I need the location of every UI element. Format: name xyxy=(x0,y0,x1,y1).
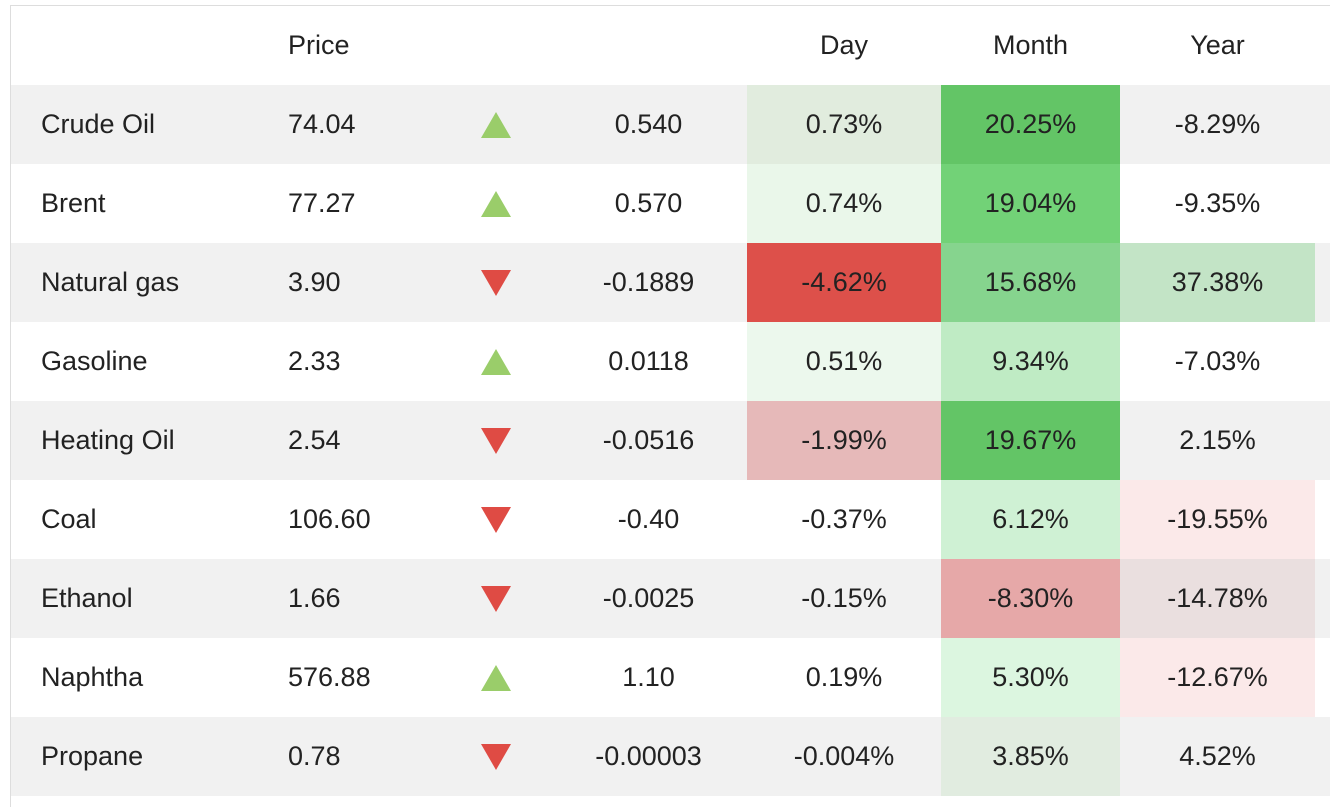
day-change-cell: 0.73% xyxy=(747,85,941,164)
day-change-cell: -4.62% xyxy=(747,243,941,322)
table-row[interactable]: Natural gas 3.90 -0.1889 -4.62% 15.68% 37.38% xyxy=(11,243,1330,323)
arrow-up-icon xyxy=(481,190,511,217)
year-change-cell: -8.29% xyxy=(1174,109,1261,139)
month-change-cell: 9.34% xyxy=(941,322,1120,401)
arrow-down-icon xyxy=(481,585,511,612)
header-price[interactable]: Price xyxy=(288,30,350,60)
commodity-name-link[interactable]: Gasoline xyxy=(41,346,148,376)
direction-cell xyxy=(451,322,541,401)
arrow-up-icon xyxy=(481,664,511,691)
price-value: 0.78 xyxy=(288,741,341,771)
commodity-name-link[interactable]: Naphtha xyxy=(41,662,144,692)
change-value: 1.10 xyxy=(622,662,675,692)
month-change-cell: 3.85% xyxy=(941,717,1120,796)
year-change-cell: 4.52% xyxy=(1179,741,1256,771)
commodity-name-link[interactable]: Coal xyxy=(41,504,97,534)
month-change-cell: 20.25% xyxy=(941,85,1120,164)
change-value: -0.00003 xyxy=(595,741,702,771)
price-value: 2.33 xyxy=(288,346,341,376)
month-change-cell: 5.30% xyxy=(941,638,1120,717)
table-row[interactable]: Naphtha 576.88 1.10 0.19% 5.30% -12.67% xyxy=(11,638,1330,718)
commodity-name-link[interactable]: Ethanol xyxy=(41,583,133,613)
direction-cell xyxy=(451,559,541,638)
direction-cell xyxy=(451,85,541,164)
price-value: 1.66 xyxy=(288,583,341,613)
day-change-cell: -1.99% xyxy=(747,401,941,480)
year-change-cell: 37.38% xyxy=(1120,243,1315,322)
table-row[interactable]: Brent 77.27 0.570 0.74% 19.04% -9.35% xyxy=(11,164,1330,244)
month-change-cell: 19.67% xyxy=(941,401,1120,480)
price-value: 576.88 xyxy=(288,662,371,692)
change-value: -0.40 xyxy=(617,504,680,534)
arrow-down-icon xyxy=(481,269,511,296)
direction-cell xyxy=(451,638,541,717)
direction-cell xyxy=(451,164,541,243)
commodities-table: Price Day Month Year Crude Oil 74.04 0.540… xyxy=(10,5,1330,807)
change-value: 0.570 xyxy=(614,188,683,218)
change-value: 0.540 xyxy=(614,109,683,139)
header-day[interactable]: Day xyxy=(819,30,868,60)
header-year[interactable]: Year xyxy=(1190,30,1245,60)
arrow-up-icon xyxy=(481,111,511,138)
arrow-down-icon xyxy=(481,506,511,533)
table-row[interactable]: Heating Oil 2.54 -0.0516 -1.99% 19.67% 2.15% xyxy=(11,401,1330,481)
arrow-down-icon xyxy=(481,427,511,454)
change-value: -0.1889 xyxy=(602,267,695,297)
change-value: -0.0516 xyxy=(602,425,695,455)
day-change-cell: -0.15% xyxy=(801,583,887,613)
commodity-name-link[interactable]: Natural gas xyxy=(41,267,180,297)
year-change-cell: -19.55% xyxy=(1120,480,1315,559)
commodity-name-link[interactable]: Heating Oil xyxy=(41,425,175,455)
day-change-cell: 0.74% xyxy=(747,164,941,243)
day-change-cell: 0.19% xyxy=(805,662,883,692)
year-change-cell: -7.03% xyxy=(1174,346,1261,376)
table-row[interactable]: Gasoline 2.33 0.0118 0.51% 9.34% -7.03% xyxy=(11,322,1330,402)
month-change-cell: 19.04% xyxy=(941,164,1120,243)
direction-cell xyxy=(451,243,541,322)
day-change-cell: -0.004% xyxy=(793,741,895,771)
table-row[interactable]: Coal 106.60 -0.40 -0.37% 6.12% -19.55% xyxy=(11,480,1330,560)
table-row[interactable]: Ethanol 1.66 -0.0025 -0.15% -8.30% -14.78% xyxy=(11,559,1330,639)
direction-cell xyxy=(451,717,541,796)
table-header-row: Price Day Month Year xyxy=(11,6,1330,86)
direction-cell xyxy=(451,401,541,480)
year-change-cell: -14.78% xyxy=(1120,559,1315,638)
price-value: 2.54 xyxy=(288,425,341,455)
year-change-cell: 2.15% xyxy=(1179,425,1256,455)
month-change-cell: 6.12% xyxy=(941,480,1120,559)
year-change-cell: -12.67% xyxy=(1120,638,1315,717)
price-value: 3.90 xyxy=(288,267,341,297)
commodity-name-link[interactable]: Brent xyxy=(41,188,106,218)
header-month[interactable]: Month xyxy=(992,30,1069,60)
table-row[interactable]: Crude Oil 74.04 0.540 0.73% 20.25% -8.29% xyxy=(11,85,1330,165)
change-value: 0.0118 xyxy=(608,346,689,376)
month-change-cell: 15.68% xyxy=(941,243,1120,322)
arrow-down-icon xyxy=(481,743,511,770)
table-row-partial xyxy=(11,796,1330,806)
commodity-name-link[interactable]: Crude Oil xyxy=(41,109,156,139)
commodity-name-link[interactable]: Propane xyxy=(41,741,144,771)
price-value: 106.60 xyxy=(288,504,371,534)
direction-cell xyxy=(451,480,541,559)
year-change-cell: -9.35% xyxy=(1174,188,1261,218)
day-change-cell: -0.37% xyxy=(801,504,887,534)
change-value: -0.0025 xyxy=(602,583,695,613)
price-value: 77.27 xyxy=(288,188,356,218)
day-change-cell: 0.51% xyxy=(747,322,941,401)
table-row[interactable]: Propane 0.78 -0.00003 -0.004% 3.85% 4.52% xyxy=(11,717,1330,797)
arrow-up-icon xyxy=(481,348,511,375)
month-change-cell: -8.30% xyxy=(941,559,1120,638)
price-value: 74.04 xyxy=(288,109,356,139)
